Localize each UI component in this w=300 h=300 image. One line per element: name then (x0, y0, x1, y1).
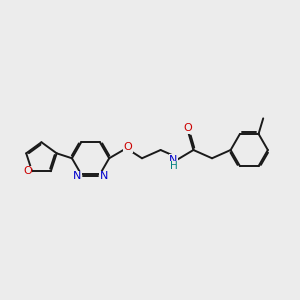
Text: O: O (23, 166, 32, 176)
Text: O: O (124, 142, 132, 152)
Text: N: N (169, 154, 178, 165)
Text: N: N (100, 172, 108, 182)
Text: H: H (169, 161, 177, 171)
Text: O: O (183, 123, 192, 133)
Text: N: N (73, 172, 82, 182)
